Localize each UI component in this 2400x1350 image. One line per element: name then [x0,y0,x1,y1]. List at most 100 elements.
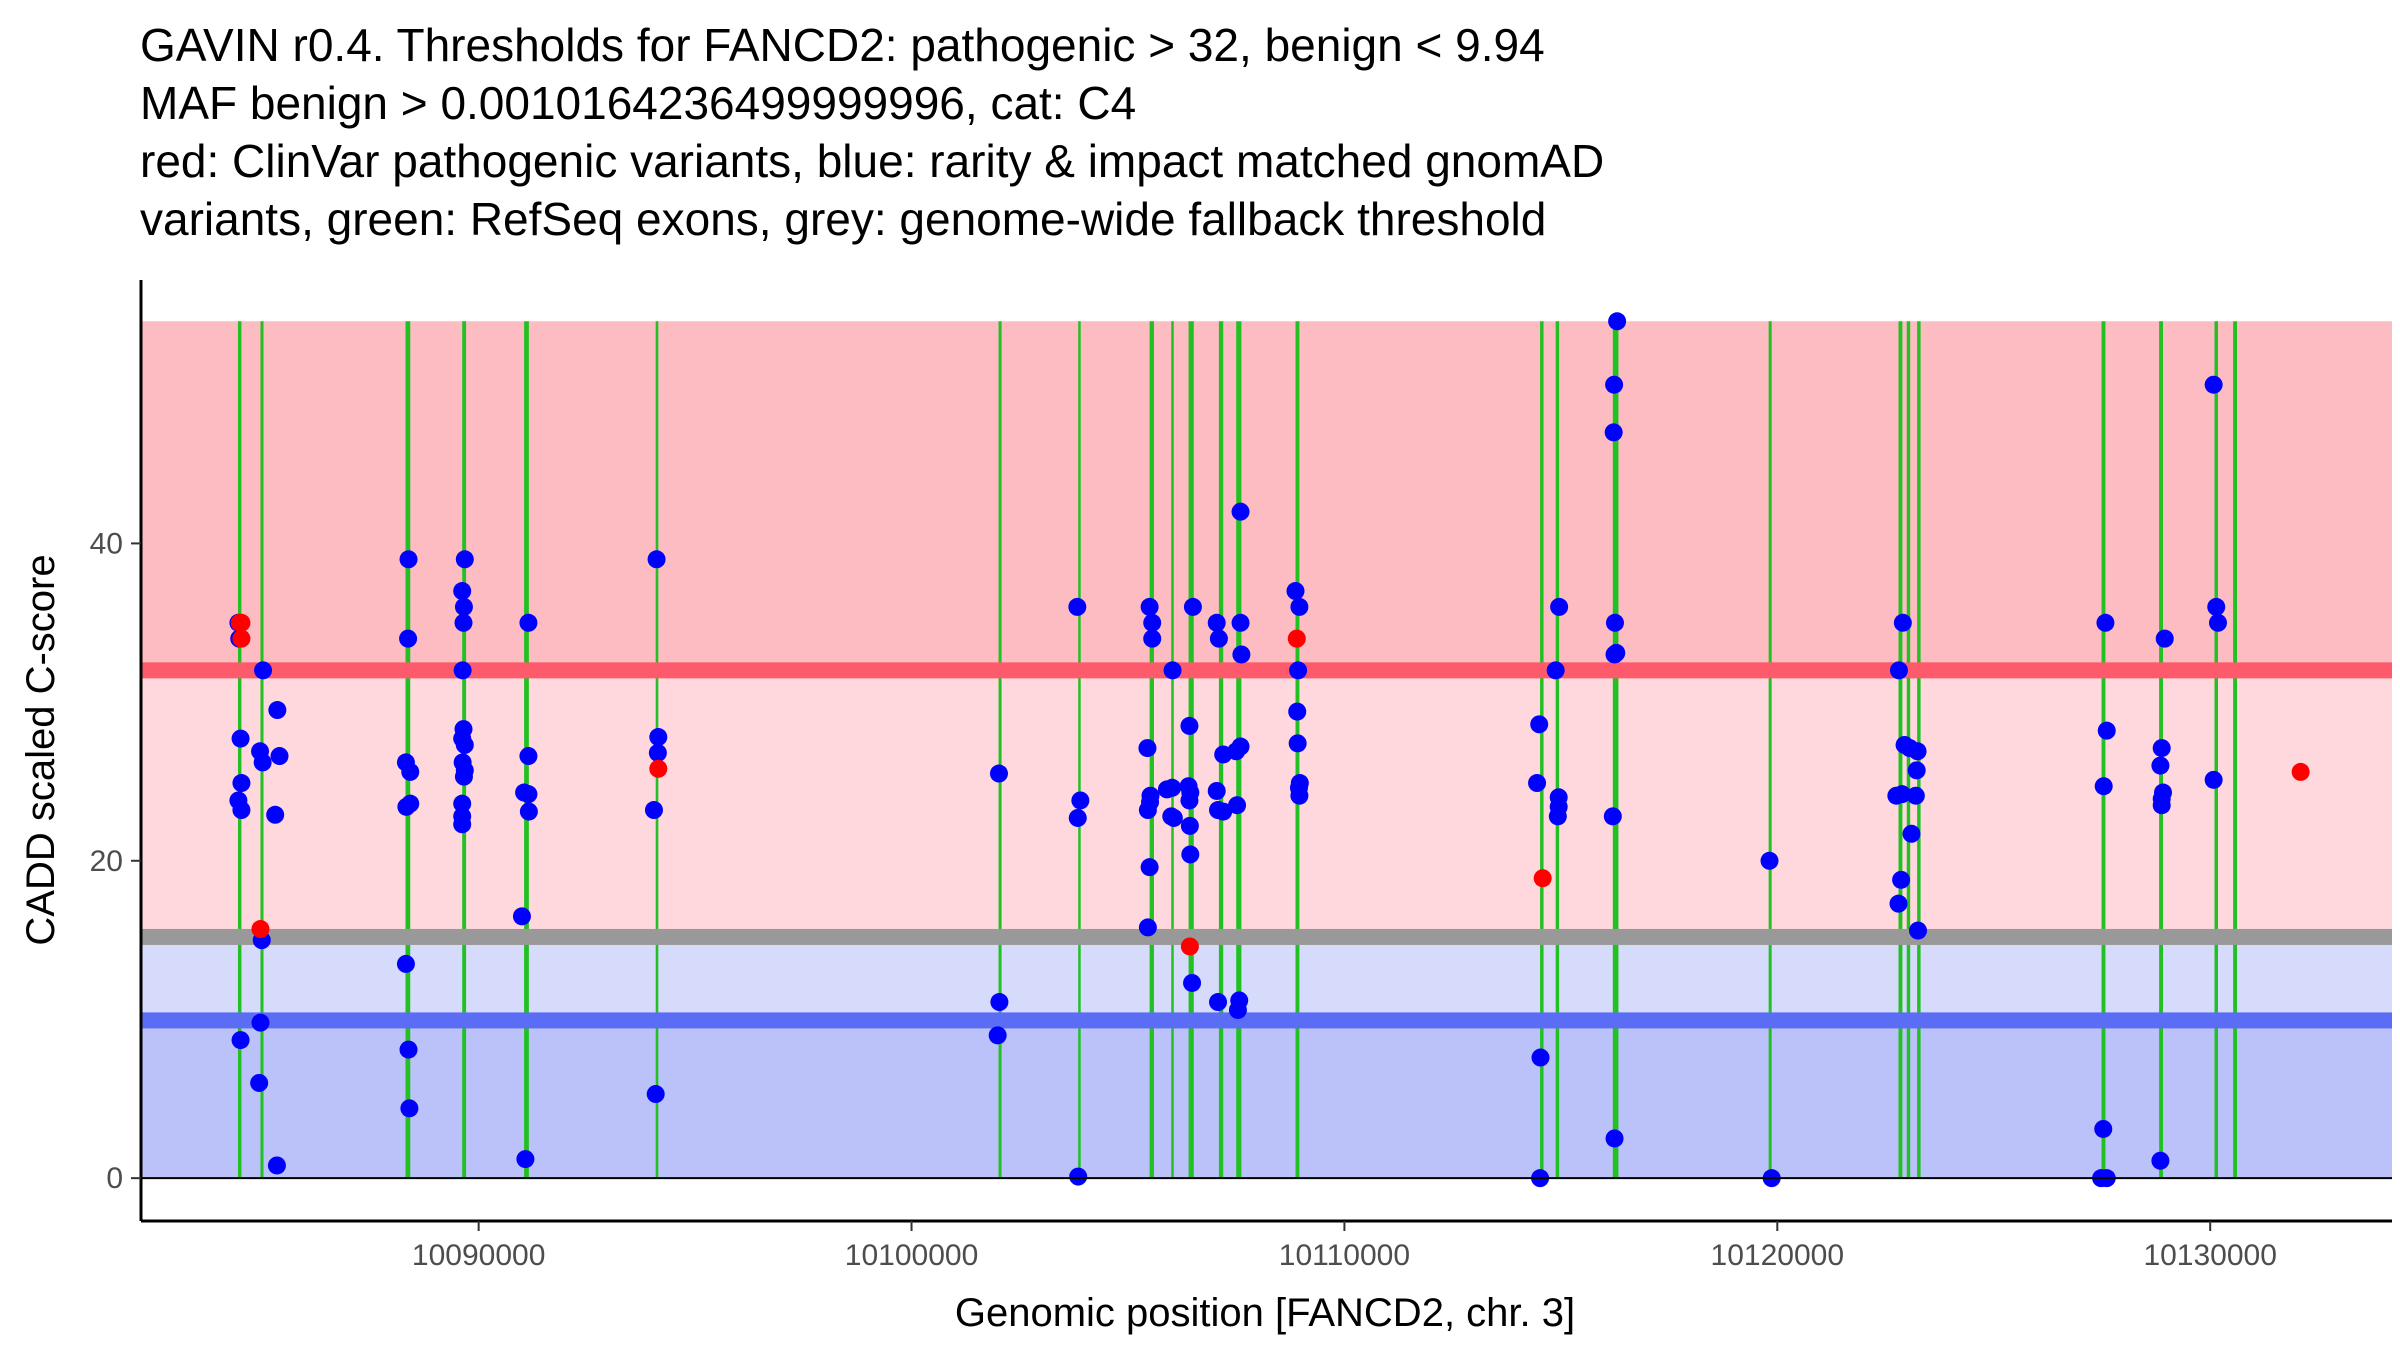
gnomad-point [1069,1167,1088,1186]
gnomad-point [1546,661,1565,680]
gnomad-point [1068,597,1087,616]
gnomad-point [644,801,663,820]
gnomad-point [516,1150,535,1169]
gnomad-point [1290,786,1309,805]
pathogenic-point [649,759,668,778]
gnomad-point [512,907,531,926]
pathogenic-point [232,613,251,632]
gnomad-point [1228,796,1247,815]
y-axis-title: CADD scaled C-score [19,554,63,945]
gnomad-point [2097,721,2116,740]
gnomad-point [1163,778,1182,797]
gnomad-point [254,661,273,680]
gnomad-point [454,767,473,786]
chart-title: GAVIN r0.4. Thresholds for FANCD2: patho… [140,16,2340,248]
gnomad-point [2204,375,2223,394]
gnomad-point [232,774,251,793]
gnomad-point [1140,858,1159,877]
gnomad-point [519,613,538,632]
gnomad-point [2151,1151,2170,1170]
gnomad-point [1906,786,1925,805]
gnomad-point [1231,613,1250,632]
gnomad-point [1164,808,1183,827]
y-tick-label: 0 [106,1162,123,1195]
gnomad-point [1605,613,1624,632]
gnomad-point [1180,816,1199,835]
gnomad-point [2151,756,2170,775]
gnomad-point [1183,597,1202,616]
gnomad-point [270,747,289,766]
gnomad-point [1530,715,1549,734]
gnomad-point [268,701,287,720]
gnomad-point [1550,597,1569,616]
x-axis-title: Genomic position [FANCD2, chr. 3] [955,1291,1575,1335]
title-line-4: variants, green: RefSeq exons, grey: gen… [140,193,1547,245]
gnomad-point [519,785,538,804]
exon-line [1555,321,1560,1179]
gnomad-point [1068,808,1087,827]
gnomad-point [1605,645,1624,664]
exon-line [1768,321,1772,1179]
gnomad-point [1608,312,1627,331]
exon-line [2214,321,2218,1179]
gnomad-point [453,661,472,680]
gnomad-point [1288,734,1307,753]
band-middle-high [141,670,2392,937]
gnomad-point [989,764,1008,783]
gnomad-point [453,815,472,834]
gnomad-point [1143,613,1162,632]
gnomad-point [2094,777,2113,796]
gnomad-point [1180,791,1199,810]
gnomad-point [251,1013,270,1032]
gnomad-point [1907,761,1926,780]
gnomad-point [253,753,272,772]
band-middle-low [141,936,2392,1021]
gnomad-point [988,1026,1007,1045]
title-line-1: GAVIN r0.4. Thresholds for FANCD2: patho… [140,19,1545,71]
exon-line [2233,321,2238,1179]
gnomad-point [1605,1129,1624,1148]
pathogenic-point [1287,629,1306,648]
gnomad-point [2155,629,2174,648]
exon-line [1188,321,1194,1179]
gnomad-point [1183,973,1202,992]
gnomad-point [454,613,473,632]
gnomad-point [1209,629,1228,648]
gnomad-point [266,805,285,824]
data-points [229,312,2310,1188]
title-line-2: MAF benign > 0.0010164236499999996, cat:… [140,77,1137,129]
gnomad-point [401,762,420,781]
gnomad-point [1163,661,1182,680]
exon-line [1612,321,1619,1179]
gnomad-point [647,550,666,569]
exon-line [237,321,242,1179]
threshold-line-pathogenic [141,662,2392,679]
gnomad-point [1288,702,1307,721]
gnomad-point [455,735,474,754]
gnomad-point [1892,870,1911,889]
band-pathogenic [141,321,2392,671]
gnomad-point [1531,1048,1550,1067]
gnomad-point [1286,582,1305,601]
gnomad-point [1181,845,1200,864]
gnomad-point [990,993,1009,1012]
gnomad-point [2152,739,2171,758]
x-tick-label: 10130000 [2143,1239,2276,1272]
axes: 10090000 10100000 10110000 10120000 10130000… [90,280,2392,1272]
gnomad-point [1548,807,1567,826]
gnomad-point [250,1073,269,1092]
gnomad-point [2204,770,2223,789]
y-tick-label: 40 [90,527,123,560]
gnomad-point [519,802,538,821]
x-tick-label: 10120000 [1711,1239,1844,1272]
gnomad-point [232,801,251,820]
exon-line [1078,321,1081,1179]
x-tick-label: 10100000 [845,1239,978,1272]
exon-line [998,321,1002,1179]
gnomad-point [455,550,474,569]
y-tick-label: 20 [90,845,123,878]
gnomad-point [267,1156,286,1175]
gnomad-point [453,582,472,601]
exon-line [1540,321,1544,1179]
